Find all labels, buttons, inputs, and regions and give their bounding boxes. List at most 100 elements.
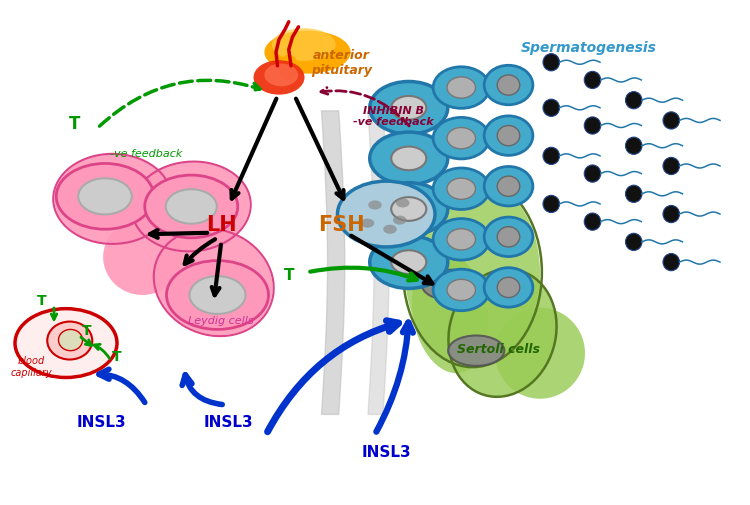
- Ellipse shape: [447, 78, 476, 99]
- FancyArrowPatch shape: [321, 88, 410, 127]
- Ellipse shape: [584, 214, 601, 231]
- Ellipse shape: [279, 56, 298, 81]
- Ellipse shape: [663, 158, 680, 175]
- Ellipse shape: [447, 179, 476, 200]
- Circle shape: [15, 309, 117, 378]
- Circle shape: [392, 97, 426, 120]
- Circle shape: [396, 199, 410, 208]
- Ellipse shape: [254, 61, 305, 95]
- Circle shape: [392, 147, 426, 171]
- Ellipse shape: [433, 118, 489, 160]
- Text: Sertoli cells: Sertoli cells: [458, 342, 540, 355]
- Circle shape: [166, 190, 217, 224]
- Ellipse shape: [484, 218, 532, 257]
- Circle shape: [78, 179, 132, 215]
- Circle shape: [145, 176, 238, 238]
- Circle shape: [56, 164, 154, 230]
- FancyArrowPatch shape: [81, 337, 92, 346]
- Ellipse shape: [484, 268, 532, 308]
- FancyArrowPatch shape: [94, 344, 110, 359]
- Ellipse shape: [447, 280, 476, 301]
- Text: blood
capillary: blood capillary: [10, 356, 53, 377]
- FancyArrowPatch shape: [211, 245, 221, 295]
- Ellipse shape: [405, 179, 540, 366]
- Text: T: T: [37, 293, 46, 308]
- Text: INHIBIN B
-ve feedback: INHIBIN B -ve feedback: [353, 106, 434, 127]
- Text: T: T: [82, 324, 91, 338]
- Ellipse shape: [447, 229, 476, 250]
- Ellipse shape: [543, 196, 560, 213]
- Circle shape: [370, 183, 448, 236]
- Ellipse shape: [264, 64, 298, 87]
- Ellipse shape: [155, 230, 272, 335]
- Circle shape: [166, 261, 268, 330]
- Circle shape: [361, 219, 374, 228]
- Ellipse shape: [58, 330, 82, 351]
- Ellipse shape: [497, 126, 520, 146]
- Ellipse shape: [626, 92, 642, 110]
- Ellipse shape: [484, 66, 532, 106]
- Text: T: T: [284, 268, 294, 283]
- Ellipse shape: [626, 138, 642, 155]
- Ellipse shape: [433, 270, 489, 311]
- Circle shape: [393, 216, 406, 225]
- Ellipse shape: [484, 167, 532, 207]
- Ellipse shape: [497, 278, 520, 298]
- Ellipse shape: [626, 234, 642, 251]
- Circle shape: [338, 182, 435, 247]
- Ellipse shape: [663, 206, 680, 223]
- Ellipse shape: [272, 29, 336, 62]
- Ellipse shape: [584, 118, 601, 135]
- Circle shape: [190, 277, 245, 314]
- FancyArrowPatch shape: [100, 81, 260, 127]
- Ellipse shape: [543, 100, 560, 117]
- FancyArrowPatch shape: [268, 321, 398, 432]
- Text: Leydig cells: Leydig cells: [188, 316, 254, 326]
- Ellipse shape: [543, 148, 560, 165]
- FancyArrowPatch shape: [351, 236, 432, 284]
- Ellipse shape: [433, 219, 489, 261]
- FancyArrowPatch shape: [99, 370, 145, 402]
- FancyArrowPatch shape: [51, 308, 57, 320]
- Text: INSL3: INSL3: [204, 414, 254, 429]
- FancyArrowPatch shape: [232, 99, 276, 199]
- FancyArrowPatch shape: [150, 231, 207, 238]
- Ellipse shape: [54, 156, 170, 244]
- Ellipse shape: [495, 308, 585, 399]
- Ellipse shape: [422, 270, 478, 300]
- Ellipse shape: [584, 166, 601, 183]
- Text: INSL3: INSL3: [76, 414, 126, 429]
- Ellipse shape: [663, 113, 680, 130]
- Circle shape: [368, 201, 382, 210]
- Ellipse shape: [47, 322, 92, 360]
- Ellipse shape: [433, 169, 489, 210]
- Text: -ve feedback: -ve feedback: [110, 149, 182, 159]
- Ellipse shape: [584, 72, 601, 89]
- Ellipse shape: [484, 117, 532, 156]
- Text: anterior
pituitary: anterior pituitary: [310, 49, 372, 77]
- Text: Spermatogenesis: Spermatogenesis: [520, 41, 657, 55]
- Ellipse shape: [497, 177, 520, 197]
- Ellipse shape: [497, 227, 520, 247]
- Text: FSH: FSH: [318, 215, 364, 235]
- Ellipse shape: [412, 252, 488, 374]
- Ellipse shape: [663, 254, 680, 271]
- Ellipse shape: [449, 270, 556, 396]
- FancyArrowPatch shape: [310, 268, 417, 281]
- Ellipse shape: [626, 186, 642, 203]
- FancyArrowPatch shape: [296, 99, 344, 199]
- FancyArrowPatch shape: [184, 240, 215, 265]
- Ellipse shape: [447, 128, 476, 149]
- Circle shape: [370, 133, 448, 185]
- Ellipse shape: [497, 76, 520, 96]
- FancyArrowPatch shape: [182, 375, 222, 405]
- Circle shape: [370, 236, 448, 289]
- Circle shape: [383, 225, 397, 234]
- Ellipse shape: [433, 68, 489, 109]
- Ellipse shape: [448, 336, 504, 366]
- Text: T: T: [69, 115, 81, 133]
- FancyArrowPatch shape: [376, 323, 412, 432]
- Text: INSL3: INSL3: [362, 444, 411, 460]
- Ellipse shape: [543, 55, 560, 72]
- Ellipse shape: [103, 220, 182, 295]
